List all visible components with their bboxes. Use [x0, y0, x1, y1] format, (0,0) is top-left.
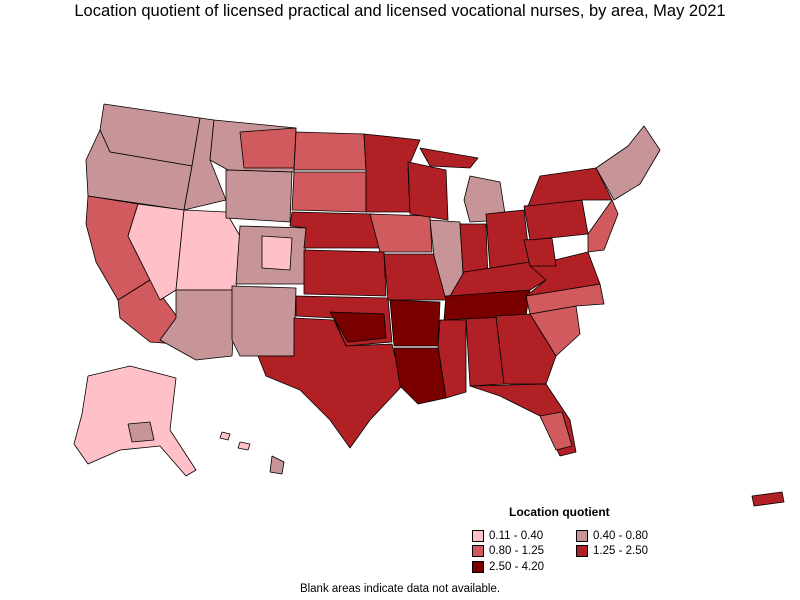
legend-item-0-80-1-25: 0.80 - 1.25 [472, 545, 544, 557]
region-west-virginia[interactable] [523, 237, 557, 267]
legend-label: 0.11 - 0.40 [489, 530, 544, 542]
region-iowa[interactable] [369, 213, 433, 253]
region-mid-atlantic-coast[interactable] [587, 199, 619, 253]
region-utah[interactable] [175, 209, 241, 291]
region-michigan-upper[interactable] [419, 147, 479, 169]
region-arkansas[interactable] [389, 299, 441, 347]
region-louisiana[interactable] [393, 347, 447, 405]
region-hawaii-islands[interactable] [219, 431, 251, 451]
region-alaska-southcentral[interactable] [127, 421, 155, 443]
region-florida[interactable] [469, 383, 577, 457]
region-kentucky[interactable] [449, 261, 547, 297]
legend-swatch [472, 545, 484, 557]
region-florida-southwest[interactable] [539, 411, 573, 451]
region-pennsylvania[interactable] [523, 199, 589, 241]
region-north-dakota[interactable] [293, 131, 367, 171]
region-south-dakota[interactable] [291, 171, 367, 213]
legend-label: 0.80 - 1.25 [489, 545, 544, 557]
region-eastern-montana[interactable] [239, 127, 297, 169]
region-kansas[interactable] [303, 249, 387, 297]
region-georgia[interactable] [495, 313, 557, 385]
region-puerto-rico[interactable] [751, 491, 785, 507]
region-new-york[interactable] [527, 167, 613, 207]
region-colorado-front[interactable] [261, 235, 293, 271]
legend-item-0-11-0-40: 0.11 - 0.40 [472, 530, 543, 542]
region-alaska[interactable] [73, 365, 197, 477]
region-mississippi[interactable] [437, 319, 467, 399]
region-new-mexico[interactable] [231, 285, 297, 357]
region-arizona[interactable] [159, 289, 237, 361]
footnote: Blank areas indicate data not available. [299, 583, 501, 595]
region-wisconsin[interactable] [407, 161, 449, 221]
map-title: Location quotient of licensed practical … [74, 2, 726, 20]
region-texas[interactable] [257, 317, 403, 449]
legend-label: 2.50 - 4.20 [489, 561, 544, 573]
legend-item-1-25-2-50: 1.25 - 2.50 [576, 545, 648, 557]
legend-item-0-40-0-80: 0.40 - 0.80 [576, 530, 648, 542]
region-new-england[interactable] [595, 125, 661, 201]
legend-swatch [472, 561, 484, 573]
region-wyoming[interactable] [225, 169, 293, 223]
legend-label: 0.40 - 0.80 [593, 530, 648, 542]
region-hawaii-big-island[interactable] [269, 455, 285, 475]
legend-item-2-50-4-20: 2.50 - 4.20 [472, 561, 544, 573]
legend-swatch [576, 530, 588, 542]
region-oklahoma-central[interactable] [329, 311, 387, 343]
region-ohio[interactable] [485, 209, 531, 271]
legend-title: Location quotient [509, 505, 610, 519]
legend-label: 1.25 - 2.50 [593, 545, 648, 557]
legend-swatch [472, 530, 484, 542]
legend-swatch [576, 545, 588, 557]
